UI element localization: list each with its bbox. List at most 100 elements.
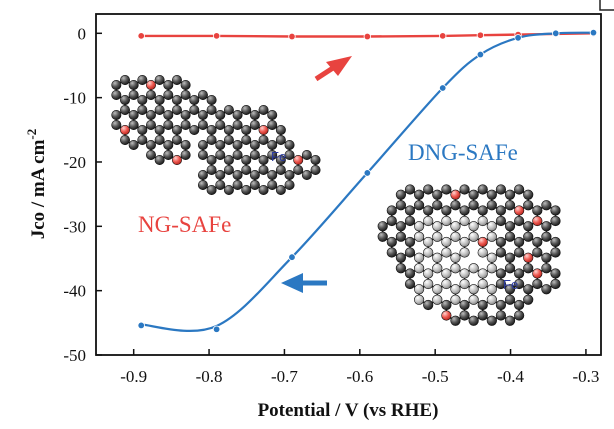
carbon-atom (541, 252, 552, 263)
carbon-atom (258, 155, 269, 166)
carbon-atom (495, 247, 507, 258)
carbon-atom (495, 268, 507, 279)
carbon-atom (477, 184, 488, 195)
nitrogen-atom (532, 268, 543, 279)
carbon-atom (486, 221, 497, 232)
carbon-atom (404, 184, 416, 195)
carbon-atom (111, 110, 122, 121)
carbon-atom (258, 105, 269, 116)
carbon-atom (459, 205, 470, 216)
carbon-atom (395, 189, 407, 200)
carbon-atom (486, 263, 497, 274)
carbon-atom (450, 263, 461, 274)
carbon-atom (215, 120, 226, 131)
carbon-atom (486, 284, 497, 295)
carbon-atom (541, 221, 552, 232)
carbon-atom (523, 189, 534, 200)
carbon-atom (423, 215, 434, 227)
carbon-atom (154, 75, 165, 86)
carbon-atom (386, 205, 397, 216)
carbon-atom (267, 120, 278, 131)
carbon-atom (477, 215, 488, 227)
y-axis-label-exponent: -2 (24, 129, 39, 140)
carbon-atom (432, 294, 443, 305)
carbon-atom (532, 236, 543, 248)
carbon-atom (241, 155, 252, 166)
carbon-atom (413, 252, 425, 263)
carbon-atom (495, 215, 507, 227)
carbon-atom (395, 200, 407, 211)
carbon-atom (128, 90, 139, 101)
carbon-atom (514, 299, 525, 311)
carbon-atom (404, 268, 416, 279)
carbon-atom (206, 105, 217, 116)
carbon-atom (413, 231, 425, 242)
carbon-atom (468, 200, 479, 211)
carbon-atom (223, 135, 234, 146)
carbon-atom (377, 231, 388, 242)
nitrogen-atom (523, 252, 534, 263)
carbon-atom (423, 236, 434, 248)
dng-safe-point (363, 169, 372, 177)
carbon-atom (223, 165, 234, 176)
carbon-atom (495, 299, 507, 311)
carbon-atom (275, 165, 286, 176)
carbon-atom (468, 189, 479, 200)
x-tick-label: -0.9 (120, 367, 147, 386)
ng-safe-point (363, 32, 372, 41)
carbon-atom (111, 120, 122, 131)
carbon-atom (486, 252, 497, 263)
carbon-atom (232, 150, 243, 161)
carbon-atom (413, 221, 425, 232)
ng-safe-label: NG-SAFe (138, 212, 231, 237)
carbon-atom (206, 165, 217, 176)
carbon-atom (486, 231, 497, 242)
nitrogen-atom (120, 125, 131, 136)
carbon-atom (450, 231, 461, 242)
carbon-atom (504, 294, 516, 305)
carbon-atom (495, 184, 507, 195)
ng-safe-point (137, 32, 145, 40)
carbon-atom (197, 150, 208, 161)
carbon-atom (459, 278, 470, 290)
carbon-atom (523, 200, 534, 211)
nitrogen-atom (477, 236, 488, 248)
carbon-atom (413, 294, 425, 305)
carbon-atom (432, 200, 443, 211)
carbon-atom (171, 105, 182, 116)
dng-safe-point (589, 28, 598, 37)
carbon-atom (504, 263, 516, 274)
carbon-atom (241, 165, 252, 176)
carbon-atom (137, 125, 148, 136)
carbon-atom (197, 180, 208, 191)
carbon-atom (128, 80, 139, 91)
carbon-atom (395, 231, 407, 242)
carbon-atom (197, 90, 208, 101)
carbon-atom (495, 205, 507, 216)
dng-safe-point (476, 50, 485, 59)
nitrogen-atom (450, 189, 461, 200)
carbon-atom (163, 120, 174, 131)
y-tick-label: 0 (78, 24, 87, 43)
dng-safe-point (288, 253, 296, 261)
carbon-atom (459, 268, 470, 279)
carbon-atom (180, 110, 191, 121)
dng-safe-point (212, 325, 221, 333)
y-axis: 0 -10 -20 -30 -40 -50 (63, 24, 102, 365)
carbon-atom (477, 268, 488, 279)
carbon-atom (241, 105, 252, 116)
carbon-atom (459, 184, 470, 195)
carbon-atom (284, 140, 295, 151)
carbon-atom (550, 268, 561, 279)
carbon-atom (223, 155, 234, 166)
carbon-atom (523, 263, 534, 274)
carbon-atom (180, 120, 191, 131)
carbon-atom (423, 278, 434, 290)
carbon-atom (249, 150, 260, 161)
carbon-atom (120, 105, 131, 116)
carbon-atom (120, 135, 131, 146)
y-tick-label: -20 (63, 153, 86, 172)
ng-safe-structure-illustration (111, 75, 321, 196)
atoms (111, 75, 321, 196)
carbon-atom (432, 252, 443, 263)
